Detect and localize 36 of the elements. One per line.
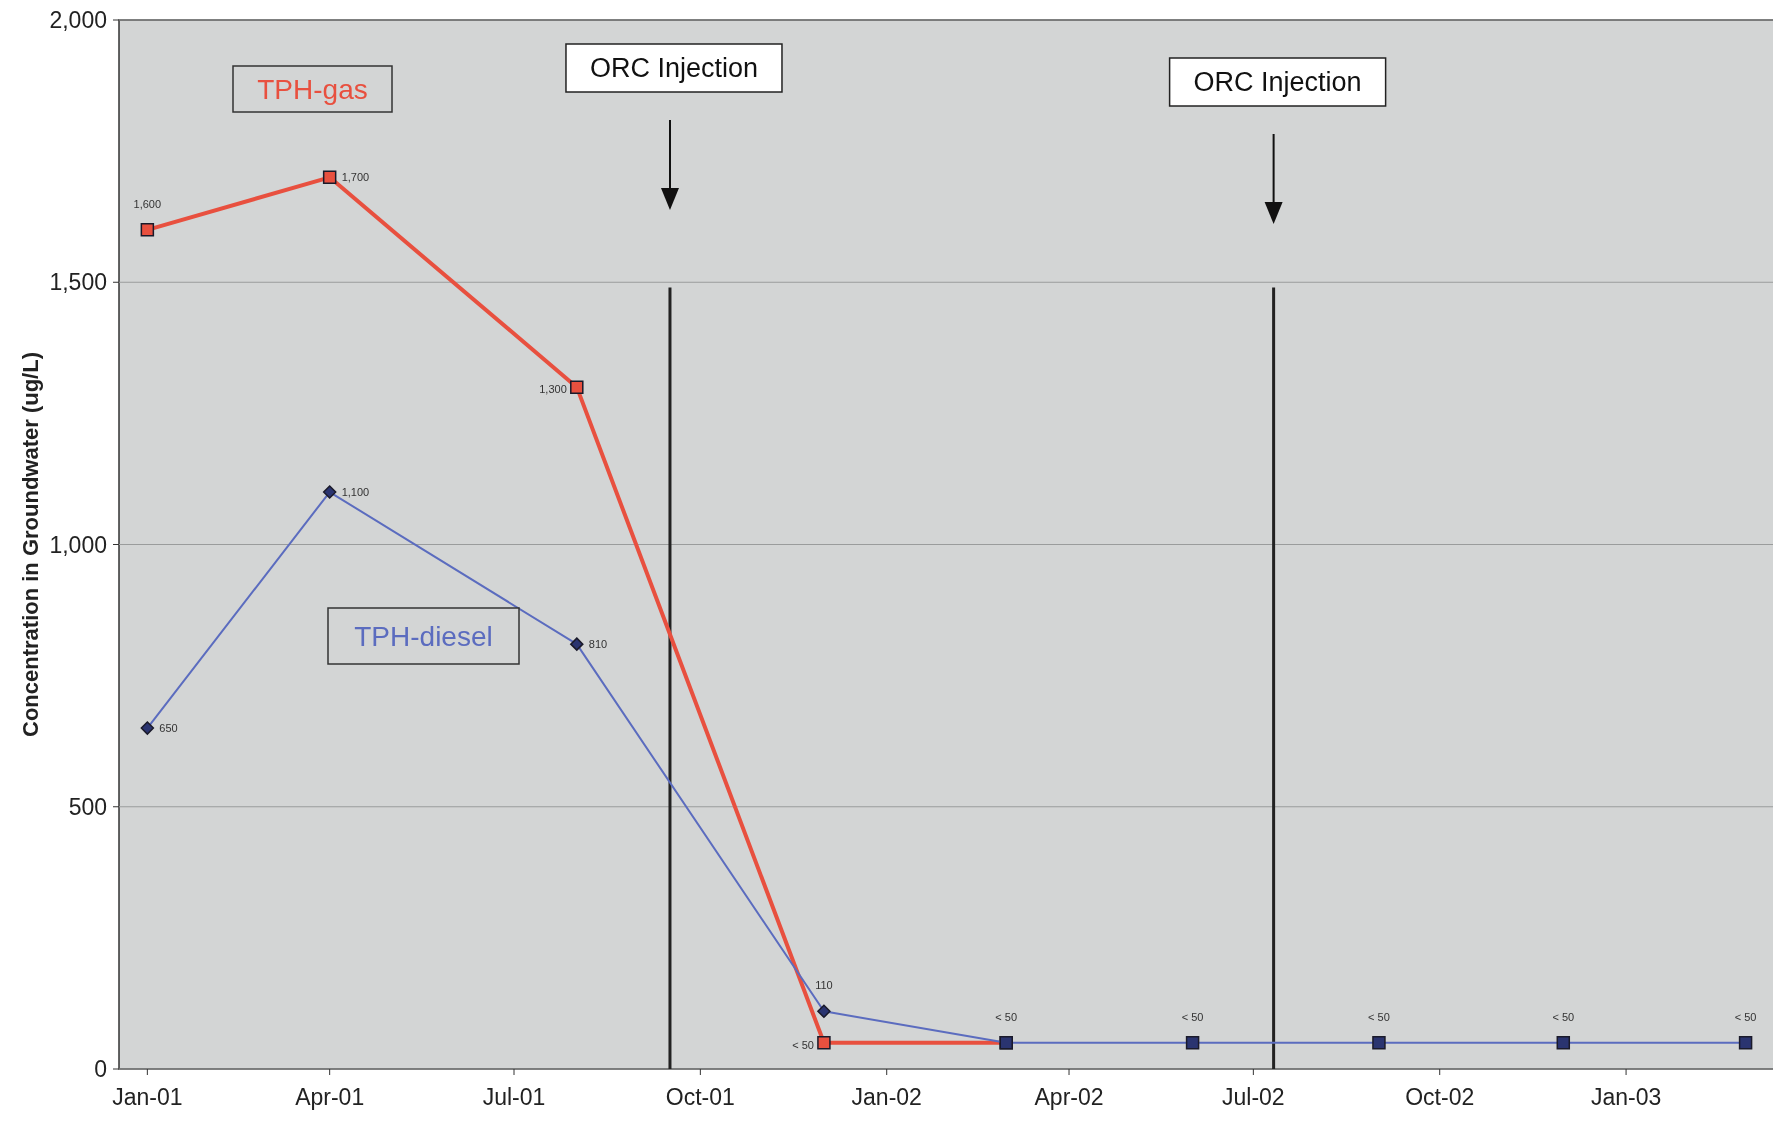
series-label: TPH-diesel bbox=[354, 621, 493, 652]
y-tick-label: 2,000 bbox=[49, 7, 107, 33]
annotation: ORC Injection bbox=[1193, 67, 1362, 97]
x-tick-label: Jan-01 bbox=[112, 1084, 183, 1110]
point bbox=[817, 1036, 831, 1050]
x-tick-label: Oct-01 bbox=[665, 1084, 735, 1110]
data-label: 1,300 bbox=[539, 383, 567, 396]
x-tick-label: Jan-03 bbox=[1590, 1084, 1662, 1110]
data-label: 650 bbox=[159, 722, 178, 735]
data-label: 1,100 bbox=[341, 486, 370, 499]
x-tick-label: Apr-01 bbox=[295, 1084, 365, 1110]
data-label: < 50 bbox=[1368, 1010, 1390, 1023]
data-label: < 50 bbox=[1734, 1010, 1757, 1023]
x-tick-label: Oct-02 bbox=[1405, 1084, 1475, 1110]
data-label: < 50 bbox=[792, 1038, 814, 1051]
data-label: 110 bbox=[815, 979, 833, 992]
x-tick-label: Jul-01 bbox=[482, 1084, 546, 1110]
data-label: 1,600 bbox=[133, 197, 162, 210]
y-tick-label: 0 bbox=[94, 1056, 107, 1082]
y-tick-label: 1,000 bbox=[49, 531, 107, 558]
x-tick-label: Jul-02 bbox=[1222, 1084, 1285, 1110]
y-tick-label: 1,500 bbox=[49, 269, 107, 296]
x-tick-label: Apr-02 bbox=[1034, 1084, 1104, 1110]
y-axis-title: Concentration in Groundwater (ug/L) bbox=[18, 352, 43, 737]
data-label: < 50 bbox=[995, 1010, 1018, 1023]
data-label: 810 bbox=[588, 638, 608, 651]
x-tick-label: Jan-02 bbox=[851, 1084, 922, 1110]
y-tick-label: 500 bbox=[68, 793, 107, 820]
point bbox=[570, 380, 584, 394]
data-label: < 50 bbox=[1552, 1010, 1575, 1023]
data-label: < 50 bbox=[1181, 1010, 1204, 1023]
point bbox=[140, 223, 155, 237]
text: TPH-gas bbox=[257, 74, 368, 105]
annotation: ORC Injection bbox=[589, 53, 759, 83]
data-label: 1,700 bbox=[341, 171, 370, 184]
point bbox=[322, 170, 337, 185]
